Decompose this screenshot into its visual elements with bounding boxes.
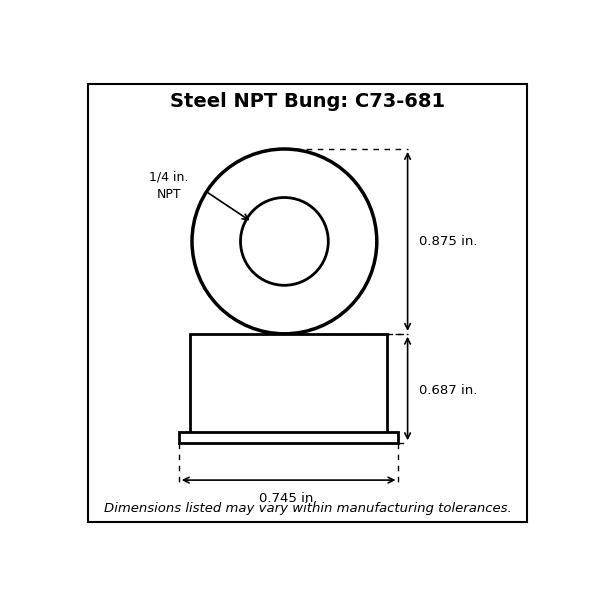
Ellipse shape [192, 149, 377, 334]
Bar [179, 433, 398, 443]
Ellipse shape [241, 197, 328, 285]
Bar [190, 334, 387, 434]
Text: 1/4 in.
NPT: 1/4 in. NPT [149, 171, 188, 201]
Text: Dimensions listed may vary within manufacturing tolerances.: Dimensions listed may vary within manufa… [104, 502, 511, 515]
Text: 0.745 in.: 0.745 in. [259, 491, 317, 505]
Text: 0.875 in.: 0.875 in. [419, 235, 478, 248]
Text: Steel NPT Bung: C73-681: Steel NPT Bung: C73-681 [170, 92, 445, 111]
Text: 0.687 in.: 0.687 in. [419, 383, 478, 397]
